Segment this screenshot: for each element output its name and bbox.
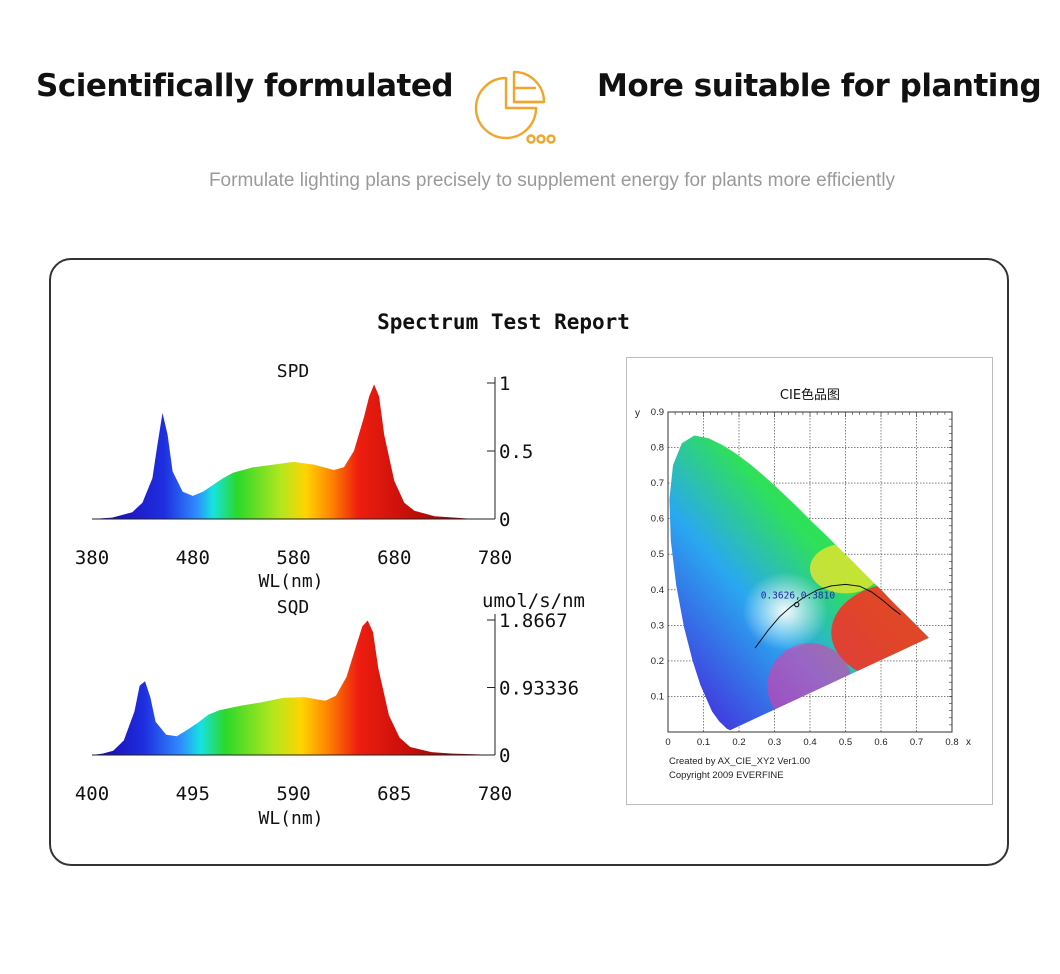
sqd-x-tick-label: 495 — [176, 783, 210, 805]
subtitle: Formulate lighting plans precisely to su… — [208, 170, 896, 191]
spd-y-tick-label: 0 — [499, 509, 510, 531]
spd-y-tick-label: 0.5 — [499, 441, 533, 463]
report-title: Spectrum Test Report — [377, 310, 630, 334]
pie-chart-icon — [474, 70, 556, 144]
sqd-y-tick-label: 0 — [499, 745, 510, 767]
sqd-chart: 0 0.93336 1.8667 400 495 590 685 780 SQD umol/s… — [75, 590, 585, 829]
cie-y-tick-label: 0.4 — [651, 585, 664, 596]
spd-x-tick-label: 580 — [276, 547, 310, 569]
cie-y-tick-label: 0.9 — [651, 407, 664, 418]
sqd-title: SQD — [277, 597, 310, 618]
sqd-ylabel: umol/s/nm — [482, 590, 585, 612]
cie-y-tick-label: 0.2 — [651, 656, 664, 667]
cie-xlabel: x — [966, 737, 971, 748]
cie-measured-point — [794, 601, 800, 608]
sqd-x-tick-label: 685 — [377, 783, 411, 805]
cie-white-region — [742, 572, 828, 651]
cie-y-tick-label: 0.5 — [651, 549, 664, 560]
cie-ylabel: y — [635, 408, 640, 419]
cie-x-tick-label: 0.7 — [910, 737, 923, 748]
spd-x-tick-label: 780 — [478, 547, 512, 569]
spd-x-tick-label: 680 — [377, 547, 411, 569]
cie-y-tick-label: 0.6 — [651, 514, 664, 525]
cie-x-tick-label: 0.6 — [874, 737, 887, 748]
cie-chart: CIE色品图 0.3626,0.3810 0 0.1 0.2 0.3 0.4 0.5 0.6… — [635, 387, 971, 781]
spd-x-tick-label: 480 — [176, 547, 210, 569]
cie-y-tick-label: 0.3 — [651, 620, 664, 631]
headline-right: More suitable for planting — [597, 68, 1042, 104]
cie-y-tick-label: 0.7 — [651, 478, 664, 489]
cie-x-tick-label: 0.1 — [697, 737, 710, 748]
sqd-xlabel: WL(nm) — [258, 808, 323, 829]
cie-x-tick-label: 0.4 — [803, 737, 816, 748]
sqd-y-tick-label: 0.93336 — [499, 677, 579, 699]
spd-title: SPD — [277, 361, 310, 382]
sqd-x-tick-label: 780 — [478, 783, 512, 805]
sqd-area — [92, 620, 495, 755]
cie-footer-1: Created by AX_CIE_XY2 Ver1.00 — [669, 756, 810, 767]
cie-y-tick-label: 0.8 — [651, 443, 664, 454]
spd-xlabel: WL(nm) — [258, 571, 323, 592]
headline-left: Scientifically formulated — [36, 68, 454, 104]
spd-area — [92, 384, 495, 519]
cie-panel: CIE色品图 0.3626,0.3810 0 0.1 0.2 0.3 0.4 0.5 0.6… — [626, 357, 993, 805]
cie-x-tick-label: 0 — [665, 737, 670, 748]
cie-red-region — [831, 582, 929, 683]
cie-x-tick-label: 0.2 — [732, 737, 745, 748]
cie-x-tick-label: 0.8 — [945, 737, 958, 748]
cie-point-label: 0.3626,0.3810 — [761, 591, 836, 602]
cie-y-tick-label: 0.1 — [651, 691, 664, 702]
spd-x-tick-label: 380 — [75, 547, 109, 569]
cie-x-tick-label: 0.5 — [839, 737, 852, 748]
spd-y-tick-label: 1 — [499, 373, 510, 395]
cie-x-tick-label: 0.3 — [768, 737, 781, 748]
cie-footer-2: Copyright 2009 EVERFINE — [669, 770, 784, 781]
cie-title: CIE色品图 — [780, 387, 840, 403]
spd-chart: 0 0.5 1 380 480 580 680 780 SPD WL(nm) — [75, 361, 533, 592]
cie-planckian-locus — [754, 583, 901, 649]
sqd-y-tick-label: 1.8667 — [499, 610, 568, 632]
sqd-x-tick-label: 400 — [75, 783, 109, 805]
sqd-x-tick-label: 590 — [276, 783, 310, 805]
